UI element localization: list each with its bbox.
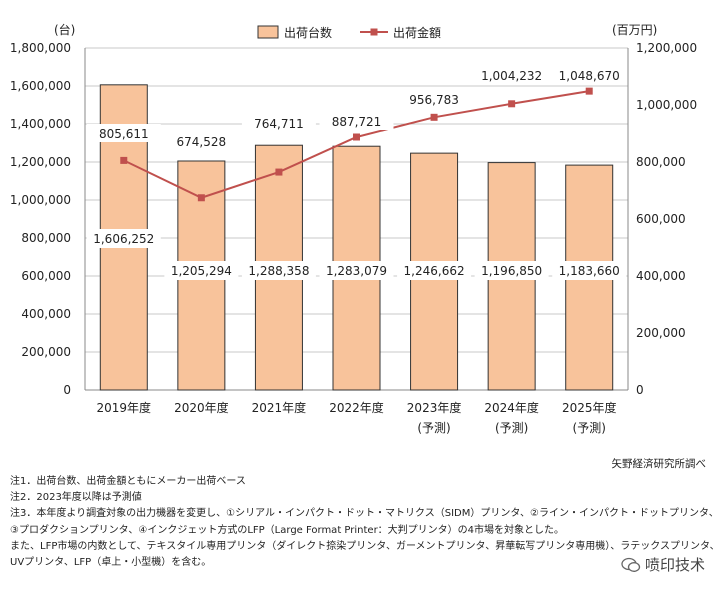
right-tick-label: 400,000 [636, 269, 686, 283]
bar-label-box [319, 261, 394, 280]
legend: 出荷台数 出荷金額 [257, 25, 441, 40]
left-axis-unit: (台) [54, 22, 75, 37]
line-label-box [164, 132, 239, 150]
x-tick-label: 2019年度 [97, 400, 152, 415]
bar-series [99, 84, 614, 391]
bar-value-label: 1,288,358 [248, 264, 309, 278]
footnote: UVプリンタ、LFP（卓上・小型機）を含む。 [10, 557, 212, 569]
source-credit: 矢野経済研究所調べ [611, 458, 707, 470]
x-tick-label: 2021年度 [252, 400, 307, 415]
line-marker [430, 113, 438, 121]
legend-line-marker [370, 28, 378, 36]
line-marker [353, 133, 360, 141]
bar-value-label: 1,183,660 [559, 264, 620, 278]
watermark: 喷印技术 [617, 553, 708, 576]
bar-value-label: 1,205,294 [171, 264, 232, 278]
line-value-label: 1,004,232 [481, 69, 542, 83]
right-tick-label: 200,000 [636, 326, 686, 340]
line-marker [275, 168, 283, 176]
left-tick-label: 800,000 [21, 231, 71, 245]
x-tick-note: (予測) [495, 421, 528, 435]
right-tick-label: 600,000 [636, 212, 686, 226]
legend-bar-label: 出荷台数 [284, 25, 332, 40]
wechat-icon [621, 557, 641, 572]
line-value-label: 956,783 [409, 93, 459, 107]
left-tick-label: 1,200,000 [10, 155, 71, 169]
line-label-box [397, 90, 472, 108]
line-value-label: 1,048,670 [559, 69, 620, 83]
left-tick-label: 1,600,000 [10, 79, 71, 93]
left-tick-label: 1,400,000 [10, 117, 71, 131]
right-tick-label: 1,200,000 [636, 41, 697, 55]
left-tick-label: 0 [63, 383, 71, 397]
line-value-label: 674,528 [177, 135, 227, 149]
bar-label-box [86, 229, 161, 248]
left-tick-label: 600,000 [21, 269, 71, 283]
chart: 0 200,000 400,000 600,000 800,000 1,000,000 1,… [10, 22, 697, 435]
footnote: また、LFP市場の内数として、テキスタイル専用プリンタ（ダイレクト捺染プリンタ、… [10, 540, 720, 552]
right-axis-unit: (百万円) [612, 23, 657, 37]
legend-bar-swatch [257, 25, 279, 39]
x-tick-note: (予測) [417, 421, 450, 435]
watermark-text: 喷印技术 [644, 556, 705, 574]
bar-label-box [164, 261, 239, 280]
footnote: 注3．本年度より調査対象の出力機器を変更し、①シリアル・インパクト・ドット・マト… [10, 508, 719, 520]
footnote: 注1．出荷台数、出荷金額ともにメーカー出荷ベース [10, 476, 246, 487]
x-tick-note: (予測) [573, 421, 606, 435]
bar-label-box [552, 261, 627, 280]
line-marker [508, 100, 516, 108]
line-label-box [474, 66, 549, 84]
left-axis: 0 200,000 400,000 600,000 800,000 1,000,000 1,… [10, 41, 71, 397]
line-marker [585, 87, 593, 95]
left-tick-label: 1,800,000 [10, 41, 71, 55]
x-tick-label: 2024年度 [484, 400, 539, 415]
line-marker [197, 194, 205, 202]
right-axis: 0 200,000 400,000 600,000 800,000 1,000,000 1,… [636, 41, 697, 397]
bar-value-label: 1,246,662 [404, 264, 465, 278]
line-value-label: 805,611 [99, 127, 149, 141]
bar-value-label: 1,283,079 [326, 264, 387, 278]
line-data-labels: 805,611 674,528 764,711 887,721 956,783 1,004… [86, 66, 627, 150]
bar-label-box [241, 261, 316, 280]
bar-data-labels: 1,606,252 1,205,294 1,288,358 1,283,079 1,24… [86, 229, 627, 280]
right-tick-label: 1,000,000 [636, 98, 697, 112]
bar-label-box [397, 261, 472, 280]
footnote: ③プロダクションプリンタ、④インクジェット方式のLFP（Large Format… [10, 524, 565, 536]
bar-label-box [474, 261, 549, 280]
footnotes: 注1．出荷台数、出荷金額ともにメーカー出荷ベース 注2．2023年度以降は予測値… [10, 474, 720, 571]
x-tick-label: 2022年度 [329, 400, 384, 415]
x-tick-label: 2023年度 [407, 400, 462, 415]
footnote: 注2．2023年度以降は予測値 [10, 492, 142, 504]
right-tick-label: 0 [636, 383, 644, 397]
x-tick-label: 2020年度 [174, 400, 229, 415]
line-series [120, 87, 593, 202]
bar-value-label: 1,196,850 [481, 264, 542, 278]
line-label-box [552, 66, 627, 84]
left-tick-label: 400,000 [21, 307, 71, 321]
line-label-box [86, 124, 161, 142]
legend-line-label: 出荷金額 [393, 25, 441, 40]
line-label-box [241, 114, 316, 132]
x-axis: 2019年度 2020年度 2021年度 2022年度 2023年度 (予測) 2024年度… [97, 400, 617, 435]
bar-value-label: 1,606,252 [93, 232, 154, 246]
left-tick-label: 1,000,000 [10, 193, 71, 207]
line-value-label: 764,711 [254, 117, 304, 131]
line-label-box [319, 112, 394, 130]
right-tick-label: 800,000 [636, 155, 686, 169]
left-tick-label: 200,000 [21, 345, 71, 359]
x-tick-label: 2025年度 [562, 400, 617, 415]
line-marker [120, 156, 128, 164]
line-value-label: 887,721 [332, 115, 382, 129]
